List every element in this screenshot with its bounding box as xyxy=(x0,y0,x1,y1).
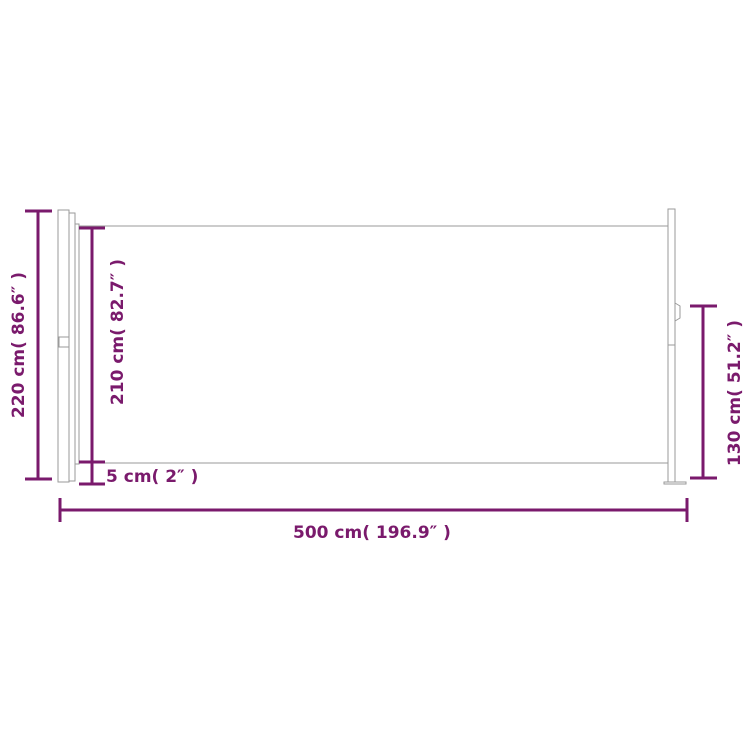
right-post-latch xyxy=(674,302,681,322)
left-joint xyxy=(58,336,70,348)
right-post-foot xyxy=(663,481,687,485)
dimension-lines xyxy=(25,209,717,522)
width-500-label: 500 cm( 196.9″ ) xyxy=(293,523,451,543)
retractable-screen xyxy=(57,208,687,485)
left-cassette-outer xyxy=(57,209,70,483)
height-210-label: 210 cm( 82.7″ ) xyxy=(108,259,128,405)
gap-5-label: 5 cm( 2″ ) xyxy=(106,467,198,487)
left-cassette-inner xyxy=(68,212,76,482)
height-130-label: 130 cm( 51.2″ ) xyxy=(725,320,745,466)
height-220-label: 220 cm( 86.6″ ) xyxy=(9,272,29,418)
left-handle xyxy=(74,223,80,465)
